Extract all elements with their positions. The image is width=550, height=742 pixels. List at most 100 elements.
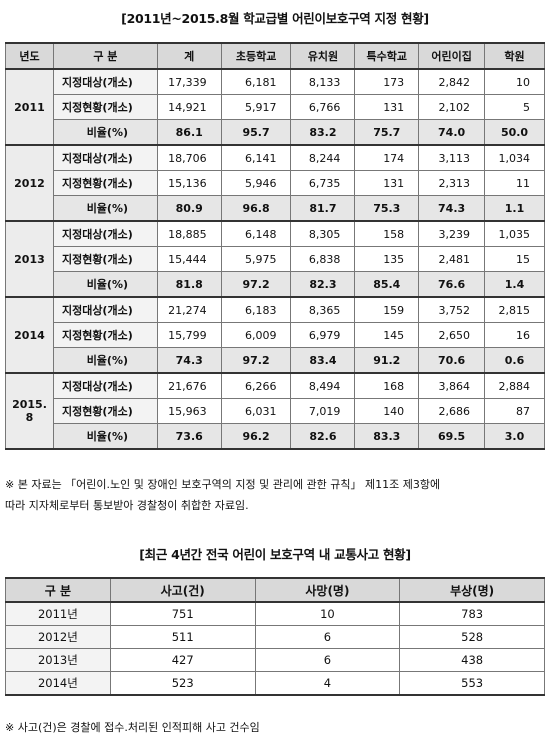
value-cell: 2,815 bbox=[484, 296, 545, 323]
header-daycare: 어린이집 bbox=[418, 42, 486, 70]
table-row: 지정현황(개소) 15,799 6,009 6,979 145 2,650 16 bbox=[6, 322, 545, 348]
value-cell: 523 bbox=[109, 671, 256, 696]
value-cell: 95.7 bbox=[220, 119, 292, 146]
value-cell: 6,735 bbox=[290, 170, 356, 196]
value-cell: 140 bbox=[354, 398, 420, 424]
value-cell: 511 bbox=[109, 625, 256, 649]
value-cell: 8,305 bbox=[290, 220, 356, 247]
value-cell: 6,979 bbox=[290, 322, 356, 348]
category-cell: 지정현황(개소) bbox=[52, 94, 158, 120]
value-cell: 5 bbox=[484, 94, 545, 120]
value-cell: 97.2 bbox=[220, 347, 292, 374]
header-accidents: 사고(건) bbox=[109, 577, 256, 603]
value-cell: 73.6 bbox=[156, 423, 222, 450]
value-cell: 528 bbox=[399, 625, 545, 649]
value-cell: 15,444 bbox=[156, 246, 222, 272]
value-cell: 159 bbox=[354, 296, 420, 323]
value-cell: 168 bbox=[354, 372, 420, 399]
value-cell: 85.4 bbox=[354, 271, 420, 298]
table-row: 2013년 427 6 438 bbox=[5, 648, 545, 672]
value-cell: 553 bbox=[399, 671, 545, 696]
value-cell: 5,975 bbox=[220, 246, 292, 272]
table-row: 지정현황(개소) 15,963 6,031 7,019 140 2,686 87 bbox=[6, 398, 545, 424]
value-cell: 174 bbox=[354, 144, 420, 171]
table-row: 2015. 8 지정대상(개소) 21,676 6,266 8,494 168 3,864 2… bbox=[5, 372, 545, 450]
value-cell: 8,365 bbox=[290, 296, 356, 323]
header-category: 구 분 bbox=[52, 42, 158, 70]
value-cell: 83.2 bbox=[290, 119, 356, 146]
category-cell: 지정대상(개소) bbox=[52, 372, 158, 399]
value-cell: 14,921 bbox=[156, 94, 222, 120]
traffic-accident-table: 구 분 사고(건) 사망(명) 부상(명) 2011년 751 10 783 2012년… bbox=[5, 577, 545, 696]
value-cell: 427 bbox=[109, 648, 256, 672]
value-cell: 131 bbox=[354, 94, 420, 120]
value-cell: 6,141 bbox=[220, 144, 292, 171]
value-cell: 83.4 bbox=[290, 347, 356, 374]
value-cell: 0.6 bbox=[484, 347, 545, 374]
value-cell: 6,266 bbox=[220, 372, 292, 399]
table-row: 2011 지정대상(개소) 17,339 6,181 8,133 173 2,842 10 bbox=[5, 68, 545, 146]
value-cell: 10 bbox=[484, 68, 545, 95]
value-cell: 173 bbox=[354, 68, 420, 95]
value-cell: 76.6 bbox=[418, 271, 486, 298]
category-cell: 지정대상(개소) bbox=[52, 144, 158, 171]
value-cell: 6,181 bbox=[220, 68, 292, 95]
value-cell: 1,035 bbox=[484, 220, 545, 247]
value-cell: 2,102 bbox=[418, 94, 486, 120]
header-deaths: 사망(명) bbox=[254, 577, 401, 603]
value-cell: 1.4 bbox=[484, 271, 545, 298]
value-cell: 135 bbox=[354, 246, 420, 272]
value-cell: 2,650 bbox=[418, 322, 486, 348]
year-cell: 2013년 bbox=[5, 648, 111, 672]
value-cell: 6,009 bbox=[220, 322, 292, 348]
value-cell: 2,884 bbox=[484, 372, 545, 399]
value-cell: 3,113 bbox=[418, 144, 486, 171]
value-cell: 145 bbox=[354, 322, 420, 348]
value-cell: 75.3 bbox=[354, 195, 420, 222]
category-cell: 지정현황(개소) bbox=[52, 170, 158, 196]
table2-title: [최근 4년간 전국 어린이 보호구역 내 교통사고 현황] bbox=[139, 547, 411, 562]
category-cell: 비율(%) bbox=[52, 195, 158, 222]
value-cell: 3,239 bbox=[418, 220, 486, 247]
table1-header-row: 년도 구 분 계 초등학교 유치원 특수학교 어린이집 학원 bbox=[5, 42, 545, 70]
note-source: ※ 본 자료는 「어린이.노인 및 장애인 보호구역의 지정 및 관리에 관한 … bbox=[5, 474, 545, 516]
category-cell: 지정대상(개소) bbox=[52, 296, 158, 323]
value-cell: 70.6 bbox=[418, 347, 486, 374]
table1-title: [2011년~2015.8월 학교급별 어린이보호구역 지정 현황] bbox=[121, 11, 429, 26]
category-cell: 지정대상(개소) bbox=[52, 68, 158, 95]
value-cell: 17,339 bbox=[156, 68, 222, 95]
table-row: 2014년 523 4 553 bbox=[5, 671, 545, 696]
category-cell: 비율(%) bbox=[52, 271, 158, 298]
table-row: 비율(%) 86.1 95.7 83.2 75.7 74.0 50.0 bbox=[6, 119, 545, 146]
value-cell: 50.0 bbox=[484, 119, 545, 146]
value-cell: 96.2 bbox=[220, 423, 292, 450]
value-cell: 81.8 bbox=[156, 271, 222, 298]
value-cell: 8,133 bbox=[290, 68, 356, 95]
value-cell: 87 bbox=[484, 398, 545, 424]
header-elementary: 초등학교 bbox=[220, 42, 292, 70]
value-cell: 74.0 bbox=[418, 119, 486, 146]
header-special-school: 특수학교 bbox=[354, 42, 420, 70]
value-cell: 6 bbox=[254, 625, 401, 649]
school-zone-designation-table: 년도 구 분 계 초등학교 유치원 특수학교 어린이집 학원 2011 지정대상(… bbox=[5, 42, 545, 450]
value-cell: 15,963 bbox=[156, 398, 222, 424]
value-cell: 6,183 bbox=[220, 296, 292, 323]
table-row: 비율(%) 80.9 96.8 81.7 75.3 74.3 1.1 bbox=[6, 195, 545, 222]
value-cell: 4 bbox=[254, 671, 401, 696]
value-cell: 3.0 bbox=[484, 423, 545, 450]
table-row: 2014 지정대상(개소) 21,274 6,183 8,365 159 3,752 2,81… bbox=[5, 296, 545, 374]
value-cell: 6,031 bbox=[220, 398, 292, 424]
year-cell: 2013 bbox=[5, 220, 54, 298]
table2-header-row: 구 분 사고(건) 사망(명) 부상(명) bbox=[5, 577, 545, 603]
value-cell: 96.8 bbox=[220, 195, 292, 222]
value-cell: 74.3 bbox=[418, 195, 486, 222]
value-cell: 75.7 bbox=[354, 119, 420, 146]
table-row: 비율(%) 81.8 97.2 82.3 85.4 76.6 1.4 bbox=[6, 271, 545, 298]
value-cell: 83.3 bbox=[354, 423, 420, 450]
value-cell: 3,864 bbox=[418, 372, 486, 399]
value-cell: 21,274 bbox=[156, 296, 222, 323]
value-cell: 131 bbox=[354, 170, 420, 196]
value-cell: 91.2 bbox=[354, 347, 420, 374]
value-cell: 11 bbox=[484, 170, 545, 196]
value-cell: 86.1 bbox=[156, 119, 222, 146]
